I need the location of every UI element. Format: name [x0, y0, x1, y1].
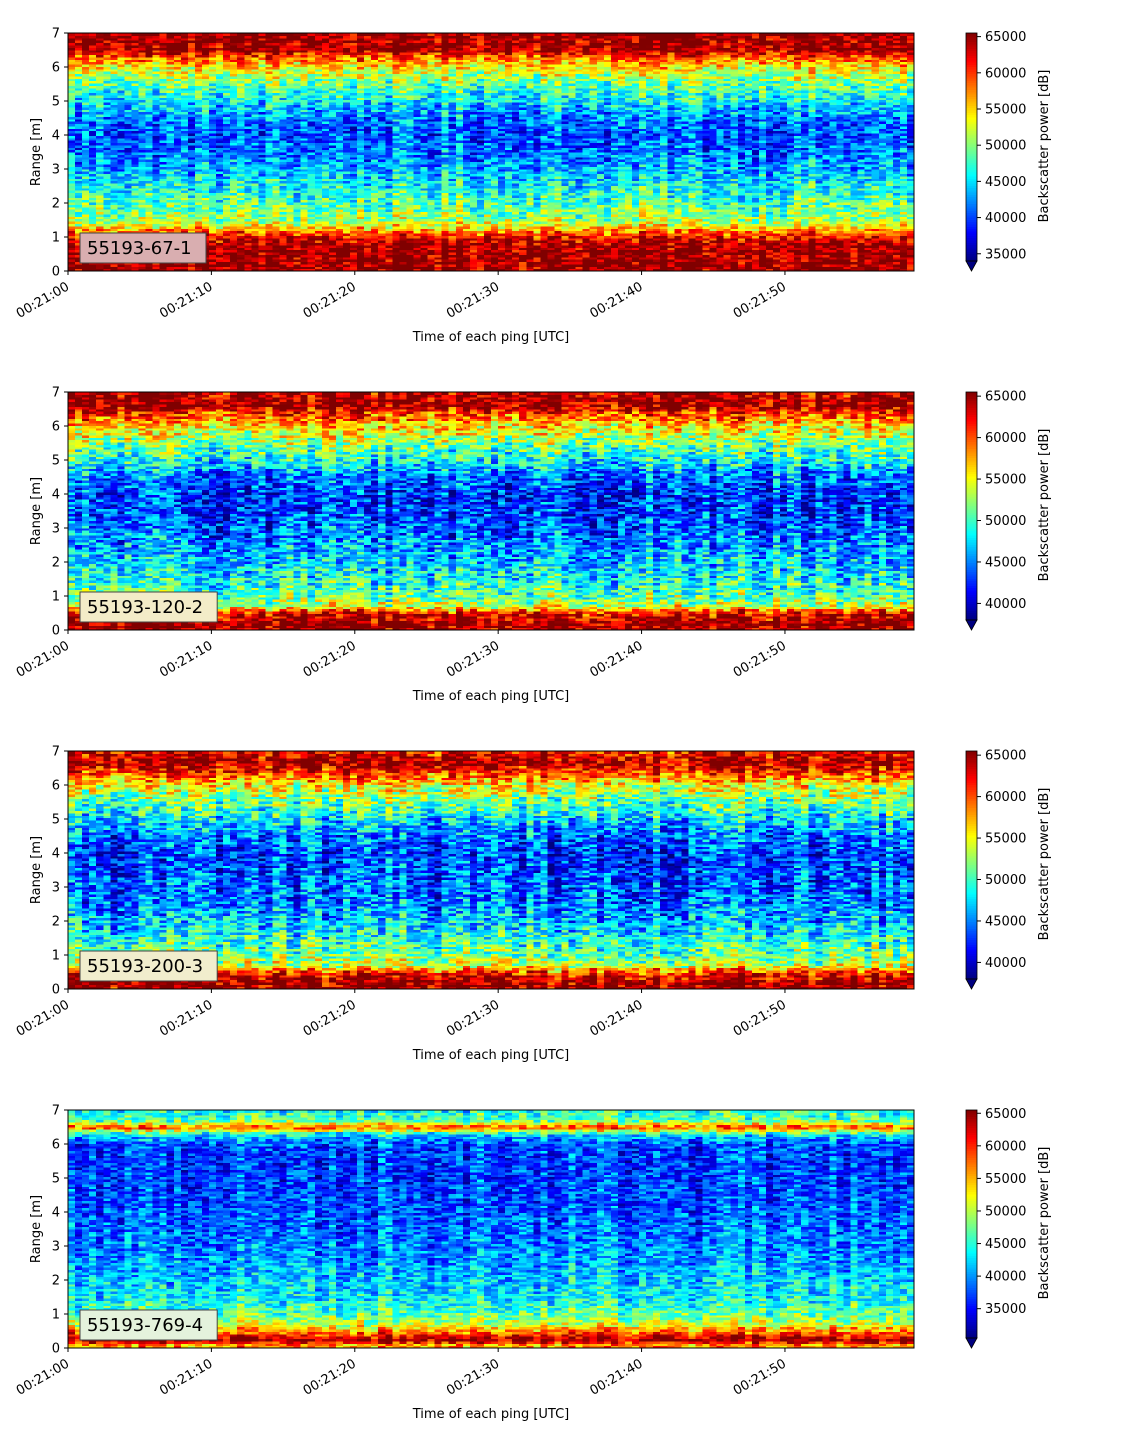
subplot-1: 0123456700:21:00 00:21:10 00:21:20 00:21:30… — [14, 27, 1052, 346]
